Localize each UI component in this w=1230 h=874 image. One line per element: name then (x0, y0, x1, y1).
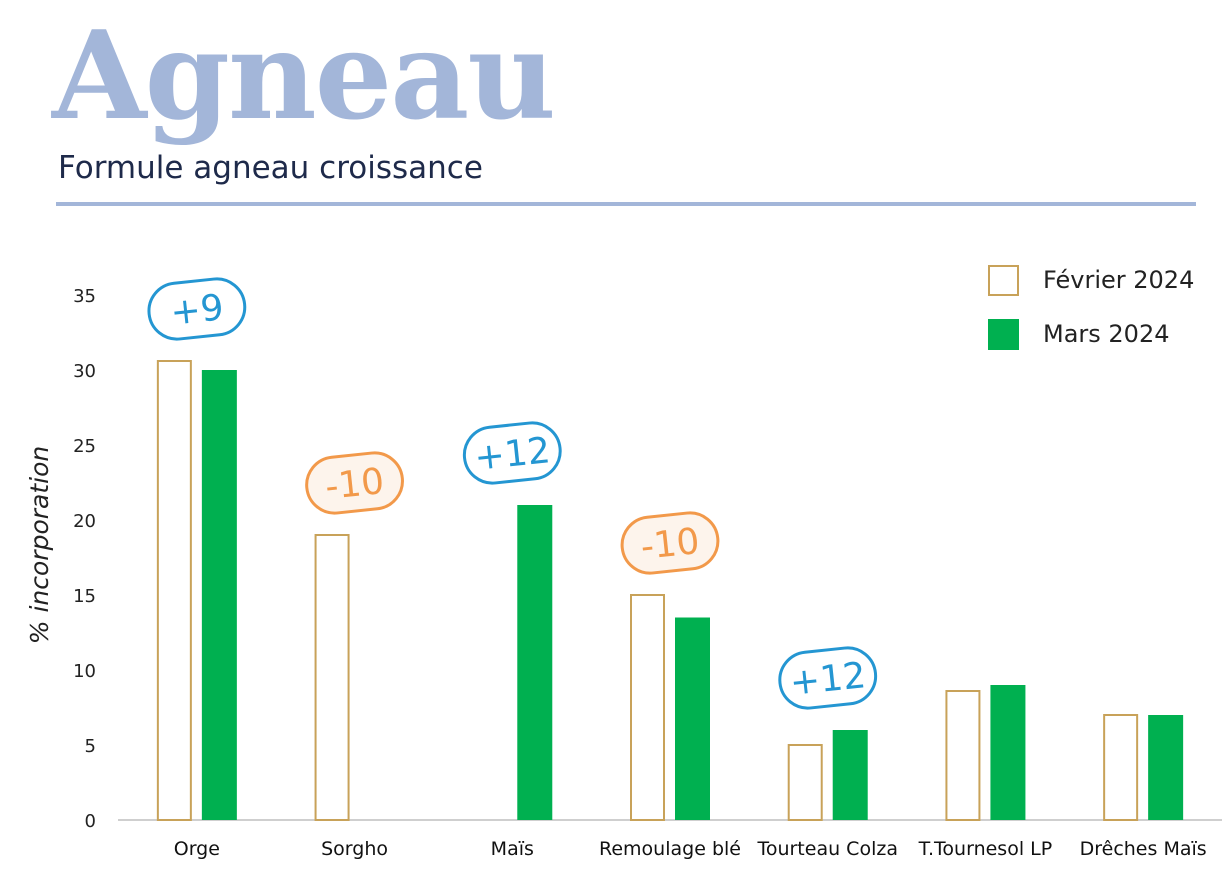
legend-item-fevrier: Février 2024 (988, 262, 1194, 298)
annotation-badge-outline (305, 451, 404, 515)
y-tick-label: 5 (85, 736, 96, 757)
y-tick-label: 10 (73, 661, 96, 682)
x-tick-label-orge: Orge (174, 838, 220, 860)
x-tick-label-t-tournesol-lp: T.Tournesol LP (918, 838, 1053, 860)
annotation-badge-sorgho: -10 (305, 451, 404, 515)
legend-label-fevrier: Février 2024 (1043, 266, 1195, 294)
bar-fevrier-sorgho (314, 534, 350, 821)
annotation-badge-outline (462, 421, 562, 485)
x-tick-label-remoulage-ble: Remoulage blé (599, 838, 741, 860)
y-tick-label: 30 (73, 361, 96, 382)
y-axis-label: % incorporation (25, 446, 54, 644)
bar-mars-remoulage-ble (675, 617, 710, 820)
x-tick-label-dreches-mais: Drêches Maïs (1080, 838, 1207, 860)
y-tick-label: 20 (73, 511, 96, 532)
annotation-badge-outline (778, 646, 878, 710)
annotation-badge-tourteau-colza: +12 (778, 646, 878, 710)
annotation-badge-outline (620, 511, 720, 575)
chart-title: Agneau (52, 3, 556, 147)
bar-fevrier-remoulage-ble (630, 594, 665, 821)
chart-subtitle: Formule agneau croissance (58, 150, 483, 186)
legend-swatch-mars (988, 318, 1019, 350)
annotation-badge-outline (147, 277, 247, 341)
legend-item-mars: Mars 2024 (988, 316, 1194, 352)
y-tick-label: 15 (73, 586, 96, 607)
annotation-badge-text: +9 (168, 287, 225, 333)
bar-fevrier-orge (156, 360, 192, 821)
bar-mars-t-tournesol-lp (990, 685, 1026, 820)
title-divider (56, 202, 1196, 206)
y-tick-label: 35 (73, 286, 96, 307)
y-tick-label: 0 (85, 811, 96, 832)
legend: Février 2024 Mars 2024 (988, 262, 1194, 370)
bar-fevrier-tourteau-colza (787, 744, 823, 821)
legend-label-mars: Mars 2024 (1043, 320, 1170, 348)
annotation-badge-orge: +9 (147, 277, 247, 341)
y-tick-label: 25 (73, 436, 96, 457)
annotation-badge-remoulage-ble: -10 (620, 511, 720, 575)
legend-swatch-fevrier (988, 264, 1019, 296)
x-tick-label-sorgho: Sorgho (321, 838, 388, 860)
x-tick-label-mais: Maïs (491, 838, 534, 860)
bar-fevrier-t-tournesol-lp (945, 690, 981, 821)
annotation-badge-text: +12 (473, 430, 553, 479)
annotation-badge-text: -10 (639, 521, 702, 568)
annotation-badge-mais: +12 (462, 421, 562, 485)
annotation-badge-text: +12 (788, 655, 868, 704)
x-tick-label-tourteau-colza: Tourteau Colza (756, 838, 898, 860)
bar-mars-mais (517, 505, 553, 820)
annotation-badge-text: -10 (323, 461, 386, 508)
bar-mars-tourteau-colza (832, 730, 868, 820)
bar-mars-dreches-mais (1148, 715, 1184, 820)
bar-mars-orge (201, 370, 237, 820)
bar-fevrier-dreches-mais (1103, 714, 1139, 821)
